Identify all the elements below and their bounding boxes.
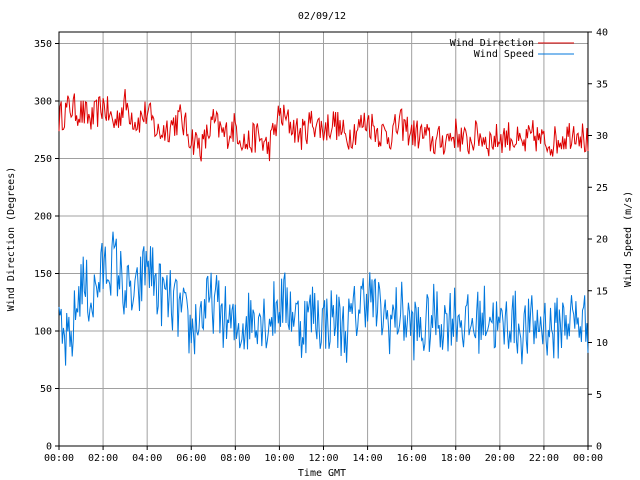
y-left-tick-label: 200 <box>34 212 52 223</box>
legend-label-direction: Wind Direction <box>450 38 534 49</box>
x-axis-label: Time GMT <box>298 468 346 479</box>
x-tick-label: 08:00 <box>220 453 250 464</box>
y-left-tick-label: 100 <box>34 327 52 338</box>
series-layer <box>58 89 589 366</box>
y-right-tick-label: 40 <box>596 28 608 39</box>
grid <box>59 32 588 446</box>
x-tick-label: 02:00 <box>88 453 118 464</box>
series-wind-speed <box>58 231 589 366</box>
y-right-tick-label: 15 <box>596 286 608 297</box>
y-right-tick-label: 20 <box>596 235 608 246</box>
x-tick-label: 04:00 <box>132 453 162 464</box>
series-wind-direction <box>58 89 589 162</box>
y-right-tick-label: 5 <box>596 390 602 401</box>
x-tick-label: 00:00 <box>44 453 74 464</box>
y-axis-left-label: Wind Direction (Degrees) <box>6 167 17 312</box>
y-right-tick-label: 25 <box>596 183 608 194</box>
x-tick-label: 06:00 <box>176 453 206 464</box>
x-tick-label: 18:00 <box>441 453 471 464</box>
y-left-tick-label: 250 <box>34 154 52 165</box>
y-left-tick-label: 350 <box>34 39 52 50</box>
x-tick-label: 12:00 <box>308 453 338 464</box>
legend-label-speed: Wind Speed <box>474 49 534 60</box>
x-axis: 00:00 02:00 04:00 06:00 08:00 10:00 12:00 14:00… <box>44 446 603 464</box>
y-left-tick-label: 300 <box>34 97 52 108</box>
legend: Wind Direction Wind Speed <box>450 38 574 60</box>
y-axis-right: 0 5 10 15 20 25 30 35 40 <box>588 28 608 453</box>
y-right-tick-label: 35 <box>596 79 608 90</box>
x-tick-label: 22:00 <box>529 453 559 464</box>
y-right-tick-label: 10 <box>596 338 608 349</box>
x-tick-label: 00:00 <box>573 453 603 464</box>
y-left-tick-label: 150 <box>34 269 52 280</box>
x-tick-label: 20:00 <box>485 453 515 464</box>
y-axis-right-label: Wind Speed (m/s) <box>623 191 634 287</box>
y-left-tick-label: 0 <box>46 442 52 453</box>
x-tick-label: 10:00 <box>264 453 294 464</box>
y-right-tick-label: 0 <box>596 442 602 453</box>
y-axis-left: 0 50 100 150 200 250 300 350 <box>34 39 59 453</box>
x-tick-label: 14:00 <box>353 453 383 464</box>
y-right-tick-label: 30 <box>596 131 608 142</box>
y-left-tick-label: 50 <box>40 384 52 395</box>
x-tick-label: 16:00 <box>397 453 427 464</box>
chart-title: 02/09/12 <box>298 11 346 22</box>
